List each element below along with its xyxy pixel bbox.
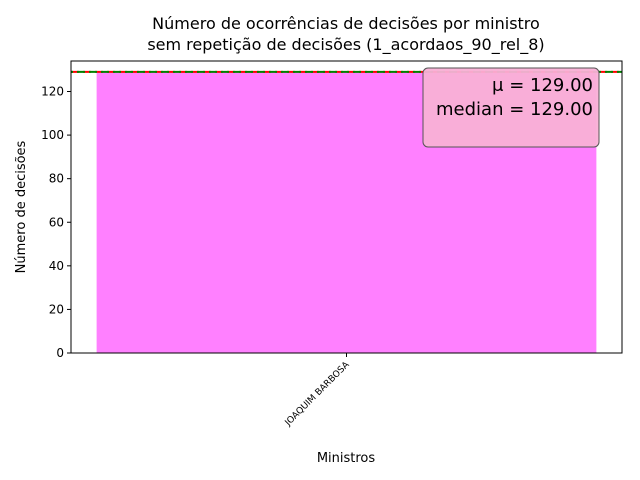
y-tick-label-40: 40 — [49, 259, 64, 273]
plot-frame — [70, 60, 623, 354]
y-tick-label-20: 20 — [49, 302, 64, 316]
stats-box: μ = 129.00 median = 129.00 — [422, 67, 600, 148]
stats-mean-text: μ = 129.00 — [492, 75, 593, 96]
x-tick-label-0: JOAQUIM BARBOSA — [283, 359, 352, 428]
y-axis-label: Número de decisões — [14, 140, 29, 273]
y-tick-label-100: 100 — [41, 128, 64, 142]
chart-title-line2: sem repetição de decisões (1_acordaos_90… — [147, 35, 544, 55]
y-tick-label-0: 0 — [56, 346, 64, 360]
y-tick-label-80: 80 — [49, 172, 64, 186]
y-tick-label-60: 60 — [49, 215, 64, 229]
stats-box-background — [422, 67, 600, 148]
x-axis-label: Ministros — [317, 451, 376, 466]
stats-median-text: median = 129.00 — [436, 99, 593, 120]
chart-title-line1: Número de ocorrências de decisões por mi… — [152, 14, 540, 33]
y-tick-label-120: 120 — [41, 85, 64, 99]
